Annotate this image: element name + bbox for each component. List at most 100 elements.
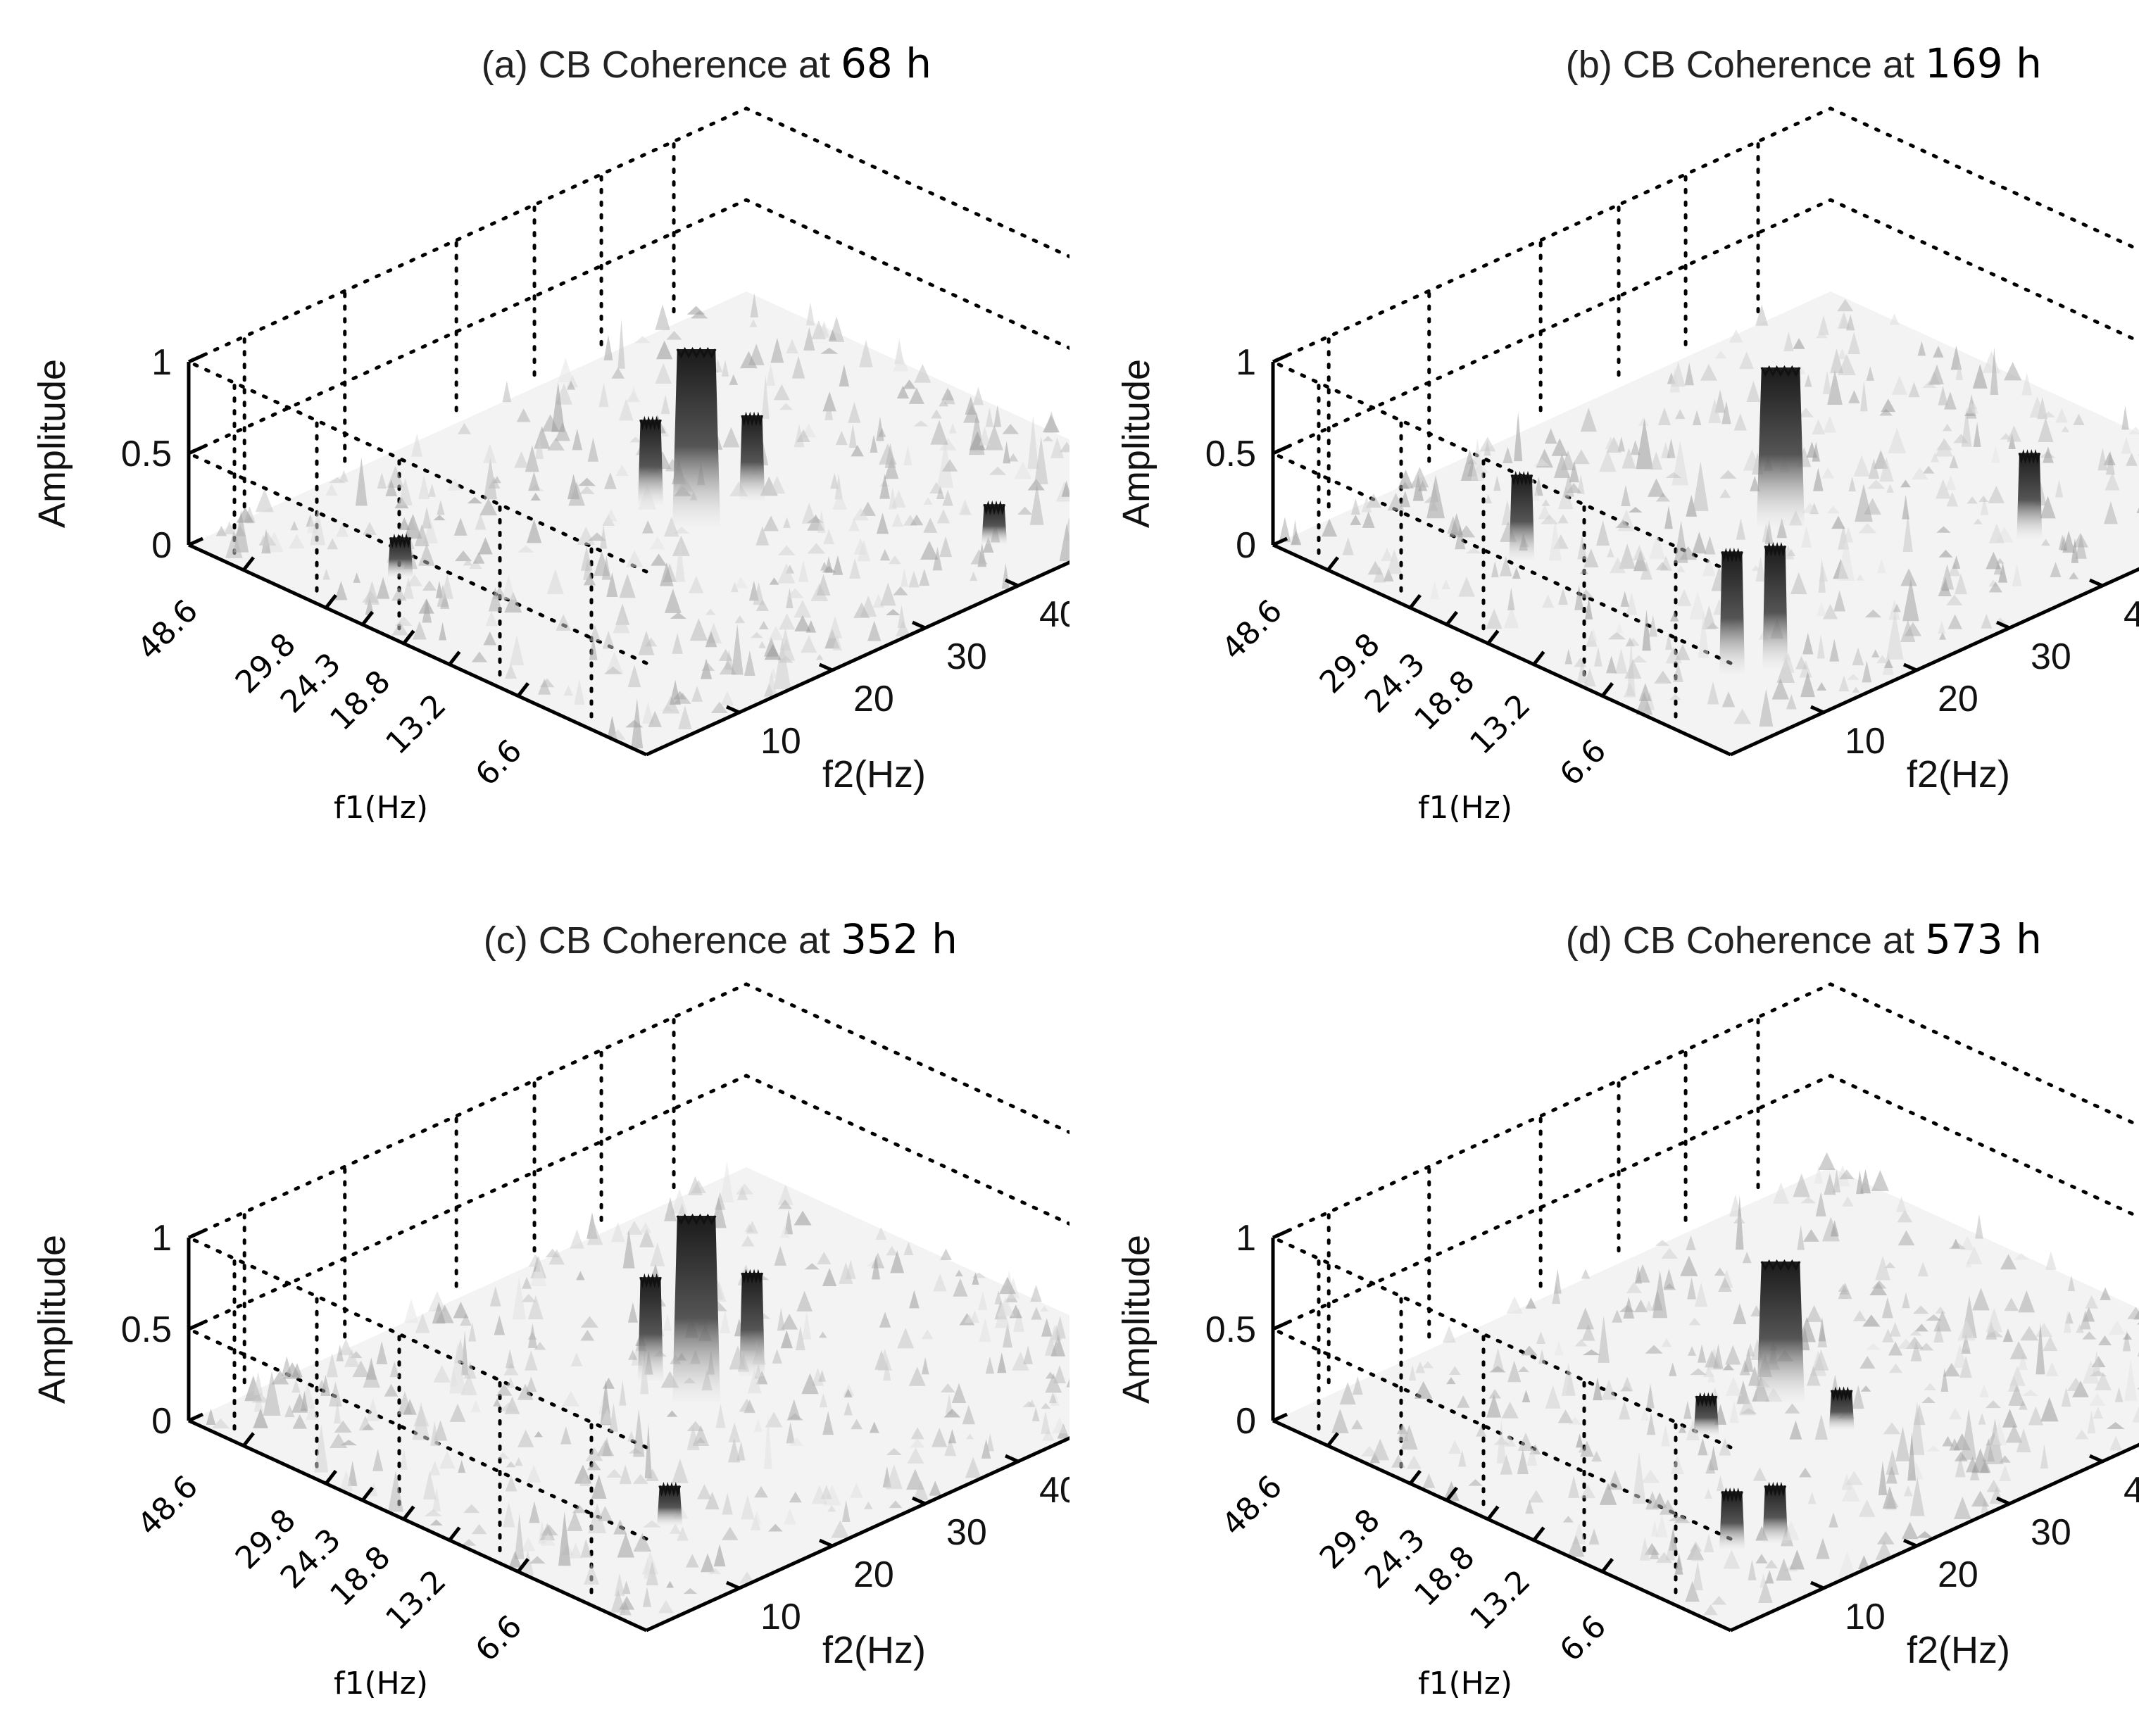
surface-bump bbox=[1945, 475, 1957, 491]
surface-bump bbox=[1933, 346, 1944, 358]
surface-bump bbox=[1910, 1340, 1922, 1361]
surface-bump bbox=[688, 1176, 703, 1195]
surface-bump bbox=[908, 570, 920, 588]
surface-bump bbox=[1387, 493, 1405, 511]
surface-bump bbox=[440, 593, 450, 609]
surface-bump bbox=[1838, 1551, 1857, 1577]
surface-bump bbox=[339, 1338, 353, 1355]
surface-bump bbox=[1961, 408, 1972, 447]
f1-tick-mark bbox=[1601, 1558, 1614, 1573]
surface-bump bbox=[384, 1383, 399, 1397]
surface-bump bbox=[1657, 407, 1671, 425]
surface-bump bbox=[1882, 1328, 1894, 1342]
surface-bump bbox=[615, 465, 629, 477]
f1-tick-mark bbox=[1532, 650, 1545, 666]
surface-bump bbox=[546, 569, 564, 595]
surface-bump bbox=[1845, 1471, 1864, 1485]
surface-bump bbox=[919, 568, 930, 586]
coherence-peak bbox=[1719, 551, 1745, 674]
surface-bump bbox=[1042, 436, 1054, 442]
surface-bump bbox=[1680, 1255, 1698, 1276]
surface-bump bbox=[1686, 1235, 1696, 1250]
surface-bump bbox=[525, 1350, 538, 1371]
surface-bump bbox=[1815, 331, 1828, 339]
surface-bump bbox=[940, 1383, 955, 1393]
surface-bump bbox=[539, 1523, 556, 1540]
surface-bump bbox=[400, 1447, 408, 1470]
z-tick-mark bbox=[1272, 353, 1288, 364]
z-tick-label: 0 bbox=[1236, 1401, 1256, 1442]
surface-bump bbox=[786, 588, 804, 598]
surface-bump bbox=[572, 428, 582, 451]
coherence-peak-top bbox=[983, 500, 1005, 515]
surface-bump bbox=[468, 1322, 477, 1342]
surface-bump bbox=[1652, 1269, 1668, 1319]
z-tick-label: 1 bbox=[151, 342, 172, 383]
surface-bump bbox=[1528, 1490, 1544, 1503]
surface-bump bbox=[2009, 1365, 2026, 1386]
surface-bump bbox=[843, 1402, 853, 1416]
f1-tick-label: 6.6 bbox=[1553, 1609, 1614, 1669]
surface-bump bbox=[1630, 440, 1641, 455]
f2-tick-label: 10 bbox=[760, 721, 801, 762]
surface-bump bbox=[828, 329, 837, 341]
surface-bump bbox=[644, 1423, 652, 1479]
surface-bump bbox=[2018, 1353, 2028, 1371]
surface-bump bbox=[1889, 1363, 1903, 1373]
surface-bump bbox=[2128, 426, 2139, 434]
surface-bump bbox=[672, 1459, 689, 1483]
surface-bump bbox=[1703, 1533, 1714, 1553]
surface-bump bbox=[2066, 1377, 2085, 1391]
coherence-peak bbox=[638, 420, 663, 505]
surface-bump bbox=[1917, 1262, 1929, 1277]
surface-bump bbox=[1589, 628, 1598, 641]
surface-bump bbox=[2041, 539, 2051, 546]
surface-bump bbox=[768, 1523, 783, 1532]
surface-bump bbox=[1797, 1225, 1805, 1250]
surface-bump bbox=[877, 1348, 892, 1371]
surface-plot: (c) CB Coherence at 352 h 0 0.5 1 Amplitude 48… bbox=[31, 915, 1070, 1702]
surface-bump bbox=[2045, 1251, 2057, 1270]
surface-bump bbox=[786, 588, 794, 609]
surface-bump bbox=[983, 536, 994, 553]
surface-bump bbox=[1455, 524, 1466, 550]
surface-bump bbox=[336, 522, 349, 537]
surface-bump bbox=[731, 581, 739, 593]
surface-bump bbox=[1848, 477, 1856, 492]
surface-bump bbox=[783, 1508, 796, 1525]
surface-bump bbox=[1663, 1269, 1675, 1289]
surface-bump bbox=[1936, 479, 1951, 499]
coherence-peak-top bbox=[676, 1213, 717, 1226]
surface-bump bbox=[1902, 513, 1913, 553]
surface-bump bbox=[1839, 1169, 1855, 1180]
coherence-peak bbox=[638, 1277, 663, 1381]
z-tick-label: 0 bbox=[151, 1401, 172, 1442]
surface-bump bbox=[1871, 649, 1880, 658]
surface-bump bbox=[618, 398, 634, 421]
surface-bump bbox=[891, 512, 903, 527]
surface-bump bbox=[2080, 1310, 2091, 1330]
surface-bump bbox=[1476, 1425, 1487, 1437]
surface-bump bbox=[794, 600, 812, 618]
f2-tick-label: 20 bbox=[853, 1554, 894, 1595]
f1-tick-label: 6.6 bbox=[1553, 733, 1614, 793]
surface-bump bbox=[570, 1352, 583, 1366]
surface-bump bbox=[1738, 1395, 1756, 1416]
surface-bump bbox=[1782, 652, 1795, 673]
surface-bump bbox=[1638, 683, 1652, 701]
surface-bump bbox=[403, 1399, 417, 1415]
surface-bump bbox=[1675, 409, 1686, 420]
f1-tick-mark bbox=[1409, 1469, 1422, 1485]
surface-bump bbox=[964, 1314, 974, 1323]
surface-bump bbox=[1847, 674, 1859, 680]
surface-bump bbox=[832, 634, 843, 651]
surface-bump bbox=[1398, 470, 1414, 489]
surface-bump bbox=[970, 571, 978, 581]
surface-bump bbox=[1871, 1170, 1889, 1191]
surface-bump bbox=[781, 1314, 798, 1330]
surface-bump bbox=[2114, 1387, 2124, 1402]
surface-bump bbox=[876, 512, 889, 534]
surface-bump bbox=[1064, 517, 1070, 541]
surface-bump bbox=[1818, 1152, 1836, 1171]
